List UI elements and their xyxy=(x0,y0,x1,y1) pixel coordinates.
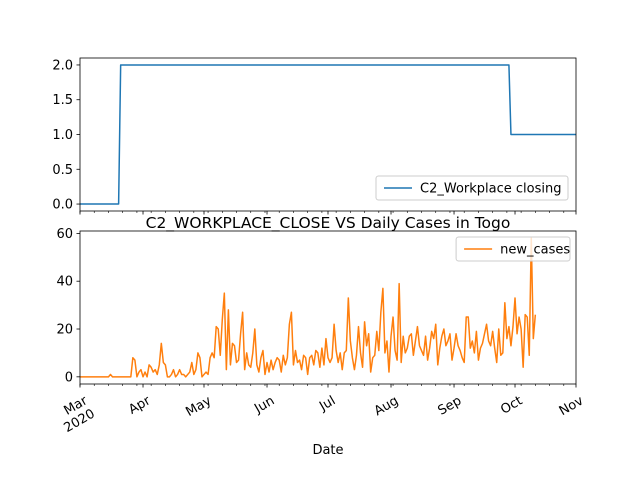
x-axis-label: Date xyxy=(312,443,343,458)
bottom-ytick-label: 0 xyxy=(65,370,73,385)
top-ytick-label: 0.5 xyxy=(52,163,73,178)
top-ytick-label: 1.5 xyxy=(52,93,73,108)
bottom-legend-label: new_cases xyxy=(500,243,570,258)
bottom-xtick-label: Jul xyxy=(316,393,338,414)
top-ytick-label: 1.0 xyxy=(52,128,73,143)
bottom-ytick-label: 60 xyxy=(56,227,73,242)
top-ytick-label: 0.0 xyxy=(52,198,73,213)
top-legend-box xyxy=(375,175,569,201)
top-legend-label: C2_Workplace closing xyxy=(420,182,561,197)
bottom-ytick-label: 20 xyxy=(56,323,73,338)
top-panel: 0.0 0.5 1.0 1.5 2.0 C2_Workplace closing xyxy=(52,57,577,215)
top-ytick-label: 2.0 xyxy=(52,58,73,73)
top-series-line xyxy=(80,64,576,205)
bottom-series-line xyxy=(80,237,537,378)
bottom-ytick-label: 40 xyxy=(56,275,73,290)
bottom-legend-box xyxy=(455,236,571,262)
bottom-xtick-label-line: Jul xyxy=(316,393,338,414)
chart-title: C2_WORKPLACE_CLOSE VS Daily Cases in Tog… xyxy=(146,214,511,233)
